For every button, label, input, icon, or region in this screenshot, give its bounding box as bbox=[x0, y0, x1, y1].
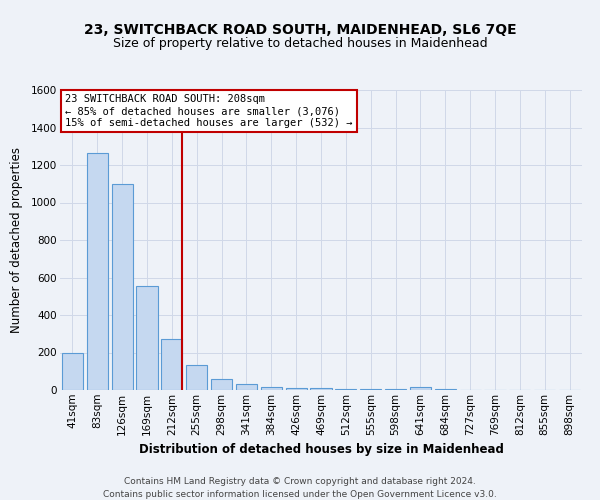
Y-axis label: Number of detached properties: Number of detached properties bbox=[10, 147, 23, 333]
Text: Size of property relative to detached houses in Maidenhead: Size of property relative to detached ho… bbox=[113, 38, 487, 51]
Bar bbox=[335, 388, 356, 390]
Bar bbox=[87, 153, 108, 390]
X-axis label: Distribution of detached houses by size in Maidenhead: Distribution of detached houses by size … bbox=[139, 443, 503, 456]
Bar bbox=[385, 389, 406, 390]
Bar bbox=[310, 388, 332, 390]
Text: 23, SWITCHBACK ROAD SOUTH, MAIDENHEAD, SL6 7QE: 23, SWITCHBACK ROAD SOUTH, MAIDENHEAD, S… bbox=[83, 22, 517, 36]
Bar bbox=[211, 379, 232, 390]
Bar bbox=[261, 386, 282, 390]
Bar bbox=[62, 353, 83, 390]
Bar bbox=[435, 389, 456, 390]
Bar bbox=[236, 384, 257, 390]
Text: Contains public sector information licensed under the Open Government Licence v3: Contains public sector information licen… bbox=[103, 490, 497, 499]
Bar bbox=[136, 286, 158, 390]
Text: 23 SWITCHBACK ROAD SOUTH: 208sqm
← 85% of detached houses are smaller (3,076)
15: 23 SWITCHBACK ROAD SOUTH: 208sqm ← 85% o… bbox=[65, 94, 353, 128]
Bar bbox=[161, 340, 182, 390]
Bar bbox=[360, 389, 381, 390]
Bar bbox=[286, 388, 307, 390]
Bar bbox=[186, 366, 207, 390]
Bar bbox=[112, 184, 133, 390]
Bar bbox=[410, 387, 431, 390]
Text: Contains HM Land Registry data © Crown copyright and database right 2024.: Contains HM Land Registry data © Crown c… bbox=[124, 478, 476, 486]
